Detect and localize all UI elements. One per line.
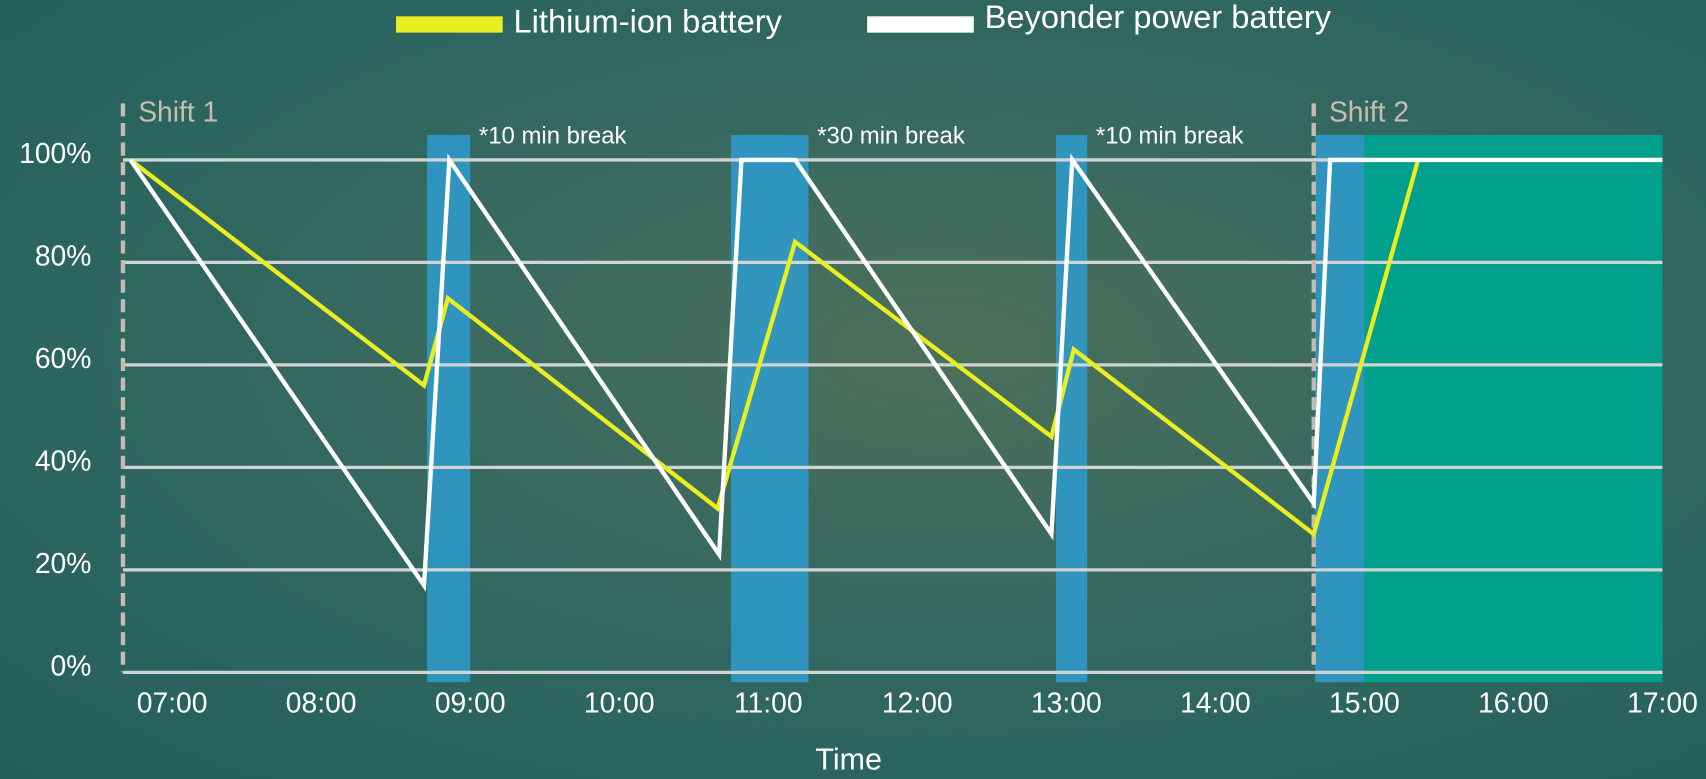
charged-span (1364, 135, 1662, 682)
break-band (1315, 135, 1364, 682)
x-tick-label: 09:00 (435, 686, 506, 718)
x-tick-label: 11:00 (734, 686, 803, 718)
legend-label: Beyonder power battery (985, 0, 1332, 35)
y-tick-label: 60% (35, 342, 92, 374)
break-label: *30 min break (817, 122, 965, 149)
legend-swatch (867, 16, 974, 32)
x-tick-label: 12:00 (882, 686, 953, 718)
chart: Time *10 min break *30 min break *10 min b… (0, 0, 1706, 779)
y-tick-label: 80% (35, 240, 92, 272)
break-band (731, 135, 808, 682)
x-tick-label: 17:00 (1627, 686, 1698, 718)
shift-label: Shift 2 (1329, 96, 1409, 128)
x-tick-label: 10:00 (584, 686, 655, 718)
y-tick-label: 0% (51, 649, 92, 681)
legend-label: Lithium-ion battery (514, 3, 783, 40)
x-tick-label: 16:00 (1478, 686, 1549, 718)
x-tick-label: 08:00 (286, 686, 357, 718)
x-tick-label: 07:00 (137, 686, 208, 718)
legend-swatch (396, 16, 503, 32)
page: {"chart_data": { "type": "line", "x_labe… (0, 0, 1706, 779)
x-tick-label: 15:00 (1329, 686, 1400, 718)
y-tick-label: 100% (19, 137, 91, 169)
x-tick-label: 14:00 (1180, 686, 1251, 718)
x-axis-label: Time (815, 743, 882, 777)
break-label: *10 min break (479, 122, 627, 149)
x-tick-label: 13:00 (1031, 686, 1102, 718)
y-tick-label: 40% (35, 445, 92, 477)
break-label: *10 min break (1096, 122, 1244, 149)
y-tick-label: 20% (35, 547, 92, 579)
shift-label: Shift 1 (138, 96, 218, 128)
